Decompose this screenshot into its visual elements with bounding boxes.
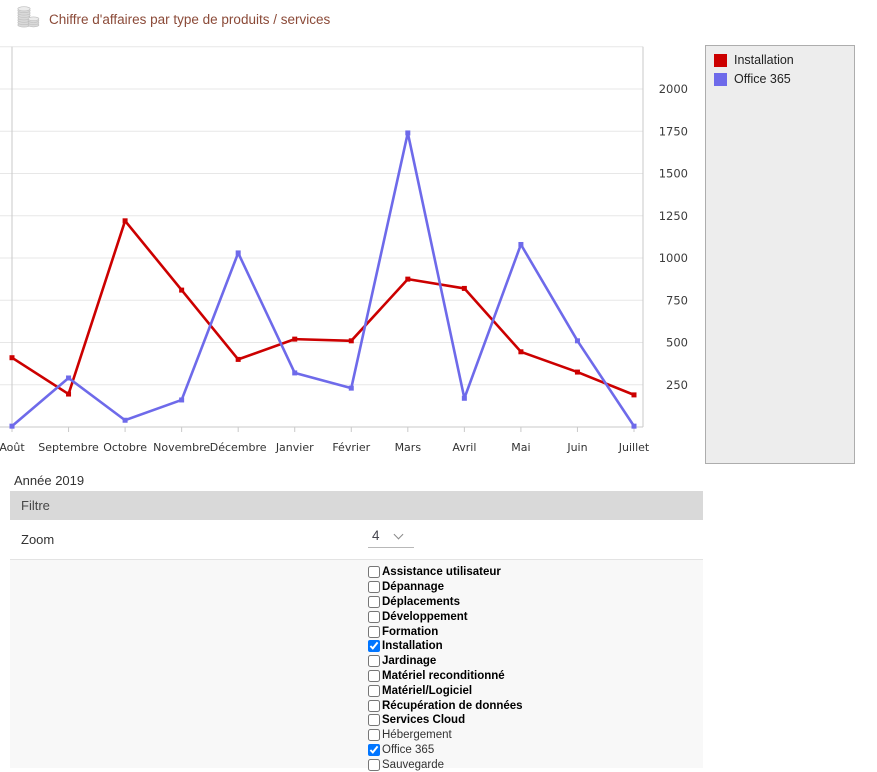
x-axis-label: Août — [0, 441, 25, 454]
zoom-select-value[interactable]: 4 — [372, 528, 380, 543]
x-axis-label: Novembre — [153, 441, 210, 454]
x-axis-label: Janvier — [275, 441, 314, 454]
product-filter-row: Développement — [368, 609, 523, 624]
product-checkbox-mat-riel-logiciel[interactable] — [368, 684, 380, 697]
filter-section-header: Filtre — [10, 491, 703, 520]
product-checkbox-installation[interactable] — [368, 640, 380, 653]
revenue-line-chart: Août Septembre Octobre Novembre Décembre Janv… — [0, 46, 688, 454]
product-checkbox-d-veloppement[interactable] — [368, 610, 380, 623]
product-filter-row: Déplacements — [368, 595, 523, 610]
product-checkbox-label: Dépannage — [382, 581, 444, 594]
product-filter-row: Services Cloud — [368, 713, 523, 728]
y-axis-label: 1500 — [659, 167, 688, 181]
series-line-installation — [11, 219, 635, 397]
legend-swatch-icon — [714, 53, 727, 67]
legend-swatch-icon — [714, 72, 727, 86]
x-axis-label: Septembre — [38, 441, 99, 454]
y-axis-label: 2000 — [659, 82, 688, 96]
product-checkbox-list: Assistance utilisateur Dépannage Déplaceme… — [368, 565, 523, 772]
product-checkbox-label: Matériel reconditionné — [382, 669, 505, 682]
product-checkbox-label: Hébergement — [382, 729, 452, 742]
product-checkbox-label: Jardinage — [382, 655, 437, 668]
coins-stack-icon — [16, 5, 40, 33]
x-axis-label: Décembre — [210, 441, 267, 454]
chevron-down-icon — [393, 529, 403, 539]
product-checkbox-formation[interactable] — [368, 625, 380, 638]
chart-legend: Installation Office 365 — [705, 45, 855, 464]
y-axis-label: 1250 — [659, 209, 688, 223]
product-filter-row: Office 365 — [368, 743, 523, 758]
product-checkbox-d-placements[interactable] — [368, 595, 380, 608]
product-checkbox-label: Récupération de données — [382, 699, 523, 712]
legend-item: Installation — [714, 53, 846, 67]
product-checkbox-assistance-utilisateur[interactable] — [368, 566, 380, 579]
product-checkbox-label: Installation — [382, 640, 443, 653]
product-filter-row: Dépannage — [368, 580, 523, 595]
product-checkbox-jardinage[interactable] — [368, 655, 380, 668]
zoom-select[interactable]: 4 — [368, 528, 414, 548]
product-checkbox-label: Déplacements — [382, 595, 460, 608]
product-checkbox-label: Office 365 — [382, 743, 435, 756]
x-axis-label: Juillet — [618, 441, 650, 454]
product-filter-row: Matériel/Logiciel — [368, 683, 523, 698]
x-axis-label: Mars — [395, 441, 422, 454]
y-axis-label: 1000 — [659, 251, 688, 265]
page-title: Chiffre d'affaires par type de produits … — [49, 11, 331, 27]
page-header: Chiffre d'affaires par type de produits … — [16, 5, 330, 33]
y-axis-label: 500 — [666, 336, 688, 350]
product-checkbox-r-cup-ration-de-donn-es[interactable] — [368, 699, 380, 712]
x-axis-label: Juin — [566, 441, 587, 454]
product-filter-row: Assistance utilisateur — [368, 565, 523, 580]
product-filter-row: Hébergement — [368, 728, 523, 743]
x-axis-label: Février — [332, 441, 370, 454]
series-line-office-365 — [11, 131, 636, 428]
product-checkbox-office-365[interactable] — [368, 743, 380, 756]
product-filter-row: Installation — [368, 639, 523, 654]
zoom-row: Zoom 4 — [10, 520, 703, 559]
product-checkbox-d-pannage[interactable] — [368, 581, 380, 594]
x-axis-label: Mai — [511, 441, 530, 454]
product-filter-panel: Assistance utilisateur Dépannage Déplaceme… — [10, 559, 703, 771]
y-axis-label: 250 — [666, 378, 688, 392]
y-axis-label: 1750 — [659, 124, 688, 138]
filter-section-title: Filtre — [21, 498, 50, 513]
product-checkbox-label: Services Cloud — [382, 714, 466, 727]
legend-item: Office 365 — [714, 72, 846, 86]
product-filter-row: Sauvegarde — [368, 757, 523, 772]
x-axis-label: Avril — [452, 441, 476, 454]
product-filter-row: Récupération de données — [368, 698, 523, 713]
product-checkbox-mat-riel-reconditionn-[interactable] — [368, 669, 380, 682]
legend-label: Office 365 — [734, 72, 791, 86]
product-checkbox-label: Sauvegarde — [382, 758, 445, 771]
product-filter-row: Jardinage — [368, 654, 523, 669]
product-checkbox-label: Assistance utilisateur — [382, 566, 501, 579]
zoom-label: Zoom — [21, 532, 55, 547]
product-checkbox-label: Matériel/Logiciel — [382, 684, 473, 697]
product-checkbox-sauvegarde[interactable] — [368, 758, 380, 771]
product-filter-row: Matériel reconditionné — [368, 669, 523, 684]
product-filter-row: Formation — [368, 624, 523, 639]
product-checkbox-label: Développement — [382, 610, 468, 623]
product-checkbox-label: Formation — [382, 625, 439, 638]
x-axis-label: Octobre — [103, 441, 147, 454]
year-label: Année 2019 — [14, 473, 85, 488]
legend-label: Installation — [734, 53, 794, 67]
product-checkbox-h-bergement[interactable] — [368, 729, 380, 742]
y-axis-label: 750 — [666, 293, 688, 307]
product-checkbox-services-cloud[interactable] — [368, 714, 380, 727]
